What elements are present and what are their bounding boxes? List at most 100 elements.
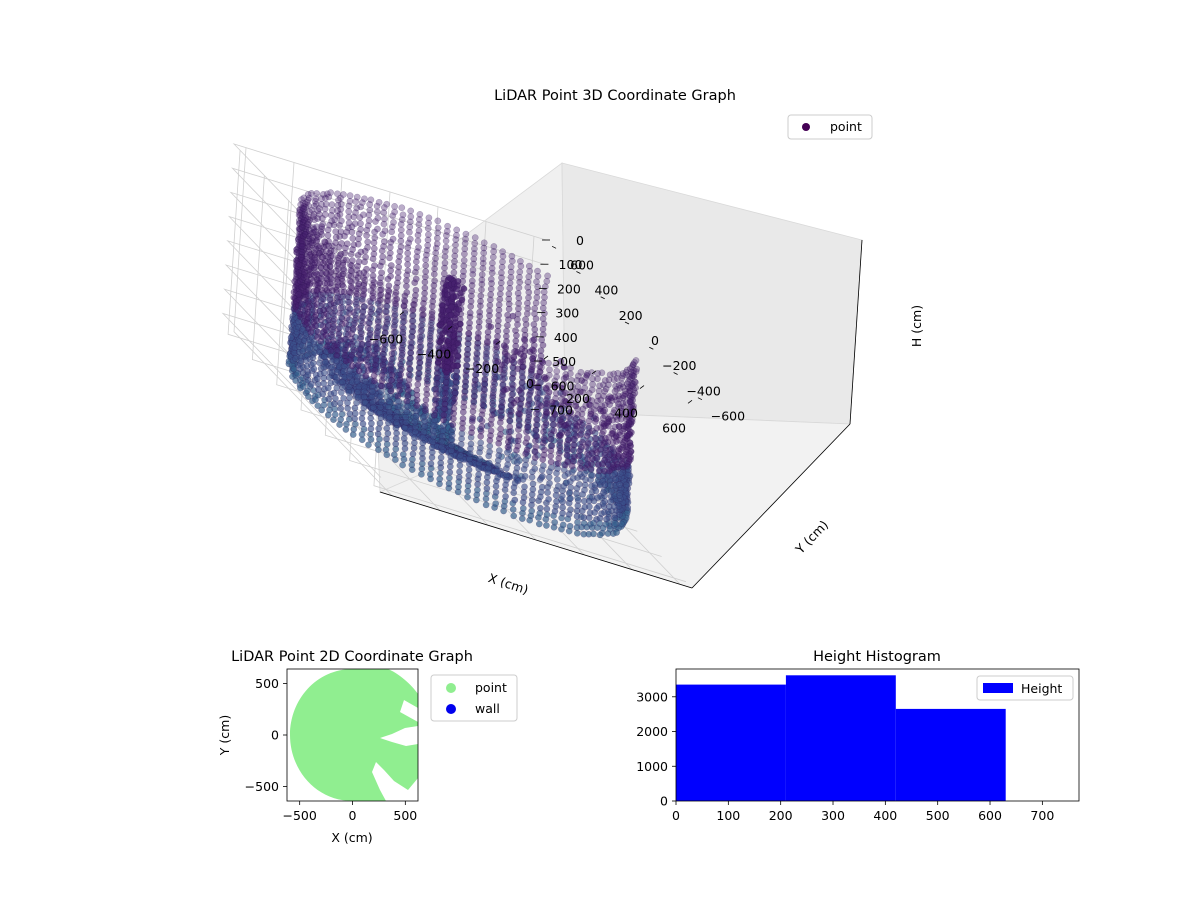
point-marker: [295, 217, 303, 224]
point-marker: [416, 333, 424, 341]
point-marker: [550, 427, 558, 435]
point-marker: [363, 232, 370, 239]
point-marker: [575, 481, 583, 488]
point-marker: [360, 393, 368, 401]
point-marker: [383, 200, 391, 208]
point-marker: [462, 230, 470, 238]
point-marker: [300, 230, 308, 238]
point-marker: [334, 212, 341, 220]
point-marker: [531, 465, 539, 473]
point-marker: [464, 493, 471, 501]
point-marker: [320, 243, 328, 251]
point-marker: [387, 272, 394, 280]
x-tick-label-3d: −200: [465, 361, 499, 376]
point-marker: [340, 265, 347, 273]
point-marker: [609, 444, 617, 452]
point-marker: [464, 335, 472, 343]
point-marker: [327, 258, 335, 266]
point-marker: [407, 344, 415, 351]
point-marker: [623, 380, 631, 388]
z-tick-label-3d: 500: [552, 354, 576, 369]
point-marker: [341, 249, 349, 257]
point-marker: [292, 262, 300, 270]
point-marker: [310, 271, 318, 279]
point-marker: [315, 205, 323, 212]
point-marker: [460, 398, 468, 406]
point-marker: [470, 403, 477, 410]
point-marker: [329, 242, 336, 250]
point-marker: [300, 194, 308, 202]
point-marker: [397, 226, 405, 234]
point-marker: [438, 438, 446, 446]
point-marker: [451, 395, 458, 402]
point-marker: [495, 317, 502, 325]
point-marker: [298, 223, 305, 231]
point-marker: [475, 471, 482, 479]
point-marker: [532, 443, 540, 451]
point-marker: [520, 335, 528, 343]
point-marker: [330, 221, 338, 229]
point-marker: [302, 250, 309, 258]
point-marker: [516, 268, 524, 276]
point-marker: [298, 253, 305, 261]
x-tick-label-hist: 200: [769, 808, 793, 823]
point-marker: [301, 239, 309, 247]
point-marker: [477, 297, 484, 305]
point-marker: [324, 226, 332, 234]
point-marker: [441, 253, 449, 261]
point-marker: [321, 211, 329, 218]
point-marker: [298, 196, 305, 203]
point-marker: [391, 208, 398, 216]
point-marker: [297, 256, 305, 264]
point-marker: [351, 410, 359, 417]
point-marker: [298, 215, 305, 223]
x-tick-label-2d: 0: [349, 808, 357, 823]
point-marker: [490, 243, 498, 250]
point-marker: [308, 190, 315, 197]
point-marker: [500, 366, 508, 374]
point-marker: [298, 240, 306, 248]
point-marker: [398, 365, 405, 373]
point-marker: [346, 299, 353, 306]
point-marker: [567, 484, 575, 491]
point-marker: [310, 202, 318, 210]
legend-2d-marker-wall: [446, 704, 456, 714]
point-marker: [358, 340, 366, 348]
point-marker: [510, 348, 518, 356]
point-marker: [314, 281, 321, 289]
point-marker: [365, 351, 373, 358]
point-marker: [296, 255, 304, 263]
point-marker: [395, 397, 403, 405]
point-marker: [510, 370, 517, 378]
point-marker: [310, 213, 317, 220]
point-marker: [407, 207, 415, 215]
point-marker: [454, 277, 462, 285]
point-marker: [423, 386, 430, 393]
point-marker: [460, 262, 468, 270]
point-marker: [346, 192, 354, 199]
point-marker: [326, 221, 333, 229]
point-marker: [388, 355, 396, 363]
point-marker: [451, 258, 458, 265]
point-marker: [387, 262, 395, 269]
point-marker: [497, 285, 505, 292]
point-marker: [338, 240, 345, 247]
y-axis-label-2d: Y (cm): [217, 715, 232, 756]
point-marker: [301, 269, 308, 276]
point-marker: [404, 267, 412, 275]
point-marker: [504, 455, 512, 463]
point-marker: [567, 495, 574, 502]
point-marker: [530, 336, 538, 343]
point-marker: [418, 470, 425, 478]
point-marker: [415, 375, 422, 383]
point-marker: [478, 271, 486, 278]
point-marker: [511, 479, 519, 487]
point-marker: [525, 294, 532, 302]
point-marker: [300, 222, 308, 229]
point-marker: [533, 433, 540, 440]
point-marker: [547, 435, 555, 443]
point-marker: [332, 239, 339, 247]
point-marker: [374, 225, 381, 233]
point-marker: [387, 387, 395, 395]
point-marker: [315, 233, 322, 241]
